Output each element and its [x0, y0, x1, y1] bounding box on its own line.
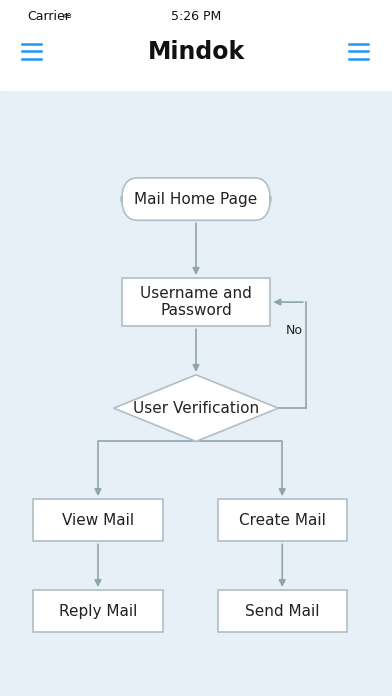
FancyBboxPatch shape [33, 499, 163, 541]
Text: Carrier: Carrier [27, 10, 70, 23]
FancyBboxPatch shape [218, 499, 347, 541]
Text: View Mail: View Mail [62, 513, 134, 528]
Text: Reply Mail: Reply Mail [59, 603, 137, 619]
Text: Username and
Password: Username and Password [140, 286, 252, 318]
Text: Mail Home Page: Mail Home Page [134, 191, 258, 207]
FancyBboxPatch shape [122, 278, 270, 326]
Text: 5:26 PM: 5:26 PM [171, 10, 221, 23]
Text: User Verification: User Verification [133, 401, 259, 416]
FancyBboxPatch shape [122, 178, 270, 221]
Text: Create Mail: Create Mail [239, 513, 326, 528]
Text: ≈: ≈ [62, 10, 72, 23]
Text: No: No [285, 324, 303, 338]
Text: Mindok: Mindok [147, 40, 245, 64]
FancyBboxPatch shape [33, 590, 163, 633]
Polygon shape [114, 375, 278, 441]
FancyBboxPatch shape [218, 590, 347, 633]
Text: Send Mail: Send Mail [245, 603, 319, 619]
